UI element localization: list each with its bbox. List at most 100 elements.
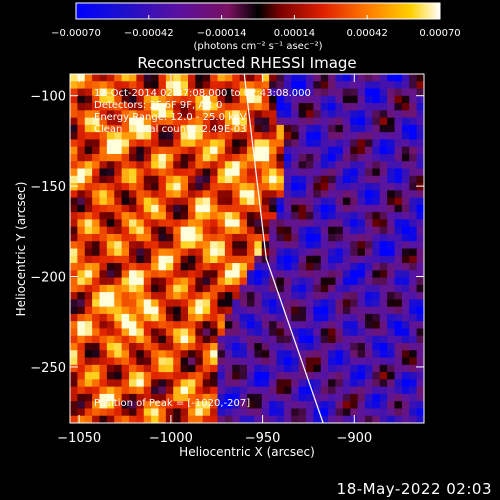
heatmap-cell	[357, 168, 366, 177]
heatmap-cell	[99, 357, 108, 366]
heatmap-cell	[365, 139, 373, 148]
heatmap-cell	[210, 263, 219, 271]
heatmap-cell	[357, 321, 366, 330]
heatmap-cell	[99, 132, 108, 141]
heatmap-cell	[306, 248, 314, 257]
heatmap-cell	[269, 292, 278, 300]
heatmap-cell	[254, 175, 263, 184]
heatmap-cell	[335, 343, 344, 351]
heatmap-cell	[151, 219, 160, 228]
heatmap-cell	[217, 277, 226, 286]
heatmap-cell	[261, 284, 270, 293]
heatmap-cell	[320, 110, 329, 119]
heatmap-cell	[217, 321, 226, 330]
heatmap-cell	[106, 379, 115, 388]
heatmap-cell	[158, 277, 167, 286]
heatmap-cell	[180, 117, 189, 126]
heatmap-cell	[254, 379, 263, 388]
heatmap-cell	[99, 284, 108, 293]
heatmap-cell	[106, 415, 115, 423]
heatmap-cell	[379, 241, 388, 250]
heatmap-cell	[387, 95, 396, 104]
heatmap-cell	[357, 175, 366, 184]
heatmap-cell	[254, 95, 263, 104]
heatmap-cell	[121, 110, 130, 119]
heatmap-cell	[202, 284, 211, 293]
heatmap-cell	[269, 168, 278, 177]
heatmap-cell	[416, 219, 424, 228]
heatmap-cell	[261, 124, 270, 133]
heatmap-cell	[217, 335, 226, 344]
heatmap-cell	[173, 255, 182, 264]
heatmap-cell	[202, 117, 211, 126]
heatmap-cell	[165, 153, 174, 162]
heatmap-cell	[136, 226, 145, 235]
heatmap-cell	[136, 321, 145, 330]
heatmap-cell	[84, 103, 93, 111]
heatmap-cell	[328, 146, 337, 155]
heatmap-cell	[195, 292, 204, 300]
heatmap-cell	[342, 161, 351, 170]
heatmap-cell	[269, 146, 278, 155]
heatmap-cell	[320, 74, 329, 82]
heatmap-cell	[232, 372, 241, 380]
heatmap-cell	[210, 415, 219, 423]
heatmap-cell	[106, 103, 115, 111]
heatmap-cell	[84, 284, 93, 293]
heatmap-cell	[401, 175, 410, 184]
heatmap-cell	[335, 226, 344, 235]
heatmap-cell	[276, 161, 285, 170]
heatmap-cell	[254, 212, 263, 221]
heatmap-cell	[313, 343, 322, 351]
heatmap-cell	[291, 241, 300, 250]
heatmap-cell	[342, 379, 351, 388]
heatmap-cell	[173, 393, 182, 402]
heatmap-cell	[394, 364, 403, 373]
heatmap-cell	[247, 153, 255, 162]
heatmap-cell	[92, 277, 101, 286]
heatmap-cell	[239, 117, 248, 126]
heatmap-cell	[210, 270, 219, 279]
heatmap-cell	[261, 117, 270, 126]
heatmap-cell	[202, 190, 211, 199]
heatmap-cell	[372, 306, 381, 315]
heatmap-cell	[416, 168, 424, 177]
heatmap-cell	[202, 132, 211, 141]
heatmap-cell	[239, 219, 248, 228]
heatmap-cell	[136, 415, 145, 423]
heatmap-cell	[291, 88, 300, 97]
heatmap-cell	[365, 263, 373, 271]
heatmap-cell	[291, 335, 300, 344]
heatmap-cell	[77, 197, 86, 206]
heatmap-cell	[92, 124, 101, 133]
heatmap-cell	[202, 255, 211, 264]
heatmap-cell	[165, 146, 174, 155]
heatmap-cell	[210, 103, 219, 111]
heatmap-cell	[416, 328, 424, 337]
heatmap-cell	[106, 226, 115, 235]
heatmap-cell	[269, 270, 278, 279]
heatmap-cell	[114, 146, 123, 155]
heatmap-cell	[401, 117, 410, 126]
heatmap-cell	[416, 335, 424, 344]
heatmap-cell	[320, 226, 329, 235]
heatmap-cell	[239, 146, 248, 155]
heatmap-cell	[217, 204, 226, 213]
heatmap-cell	[350, 117, 359, 126]
heatmap-cell	[283, 117, 292, 126]
heatmap-cell	[394, 350, 403, 359]
heatmap-cell	[306, 321, 314, 330]
heatmap-cell	[254, 284, 263, 293]
heatmap-cell	[232, 103, 241, 111]
heatmap-cell	[99, 255, 108, 264]
heatmap-cell	[143, 393, 152, 402]
heatmap-cell	[261, 328, 270, 337]
heatmap-cell	[350, 110, 359, 119]
heatmap-cell	[165, 74, 174, 82]
heatmap-cell	[372, 161, 381, 170]
heatmap-cell	[379, 161, 388, 170]
heatmap-cell	[106, 292, 115, 300]
heatmap-cell	[106, 117, 115, 126]
heatmap-cell	[320, 95, 329, 104]
heatmap-cell	[224, 219, 233, 228]
